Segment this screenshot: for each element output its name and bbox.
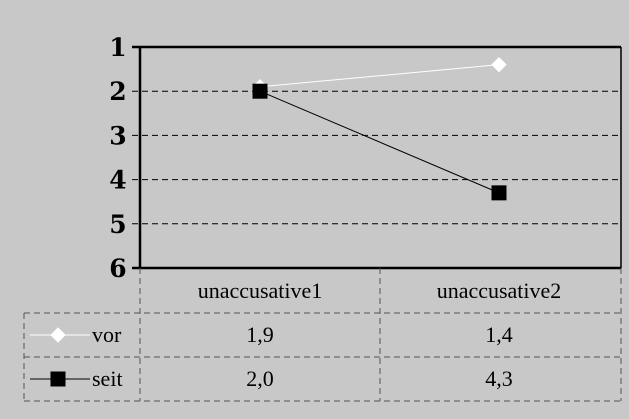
y-tick-label: 3 bbox=[109, 121, 126, 150]
y-tick-label: 6 bbox=[109, 254, 126, 283]
category-label: unaccusative2 bbox=[437, 278, 562, 303]
table-cell-value: 4,3 bbox=[485, 366, 513, 391]
table-cell-value: 1,9 bbox=[246, 322, 274, 347]
data-point-vor bbox=[491, 56, 507, 73]
legend-marker-seit bbox=[50, 371, 66, 387]
table-cell-value: 1,4 bbox=[485, 322, 513, 347]
y-tick-label: 5 bbox=[109, 210, 126, 239]
legend-label-seit: seit bbox=[92, 366, 123, 391]
y-tick-label: 4 bbox=[109, 166, 126, 195]
y-tick-label: 1 bbox=[109, 33, 126, 62]
table-cell-value: 2,0 bbox=[246, 366, 274, 391]
data-point-seit bbox=[491, 185, 507, 201]
category-label: unaccusative1 bbox=[198, 278, 323, 303]
data-point-seit bbox=[252, 83, 268, 99]
series-line-vor bbox=[259, 64, 500, 88]
legend-label-vor: vor bbox=[92, 322, 122, 347]
legend-marker-vor bbox=[50, 327, 66, 343]
y-tick-label: 2 bbox=[109, 77, 126, 106]
series-line-seit bbox=[259, 90, 500, 194]
